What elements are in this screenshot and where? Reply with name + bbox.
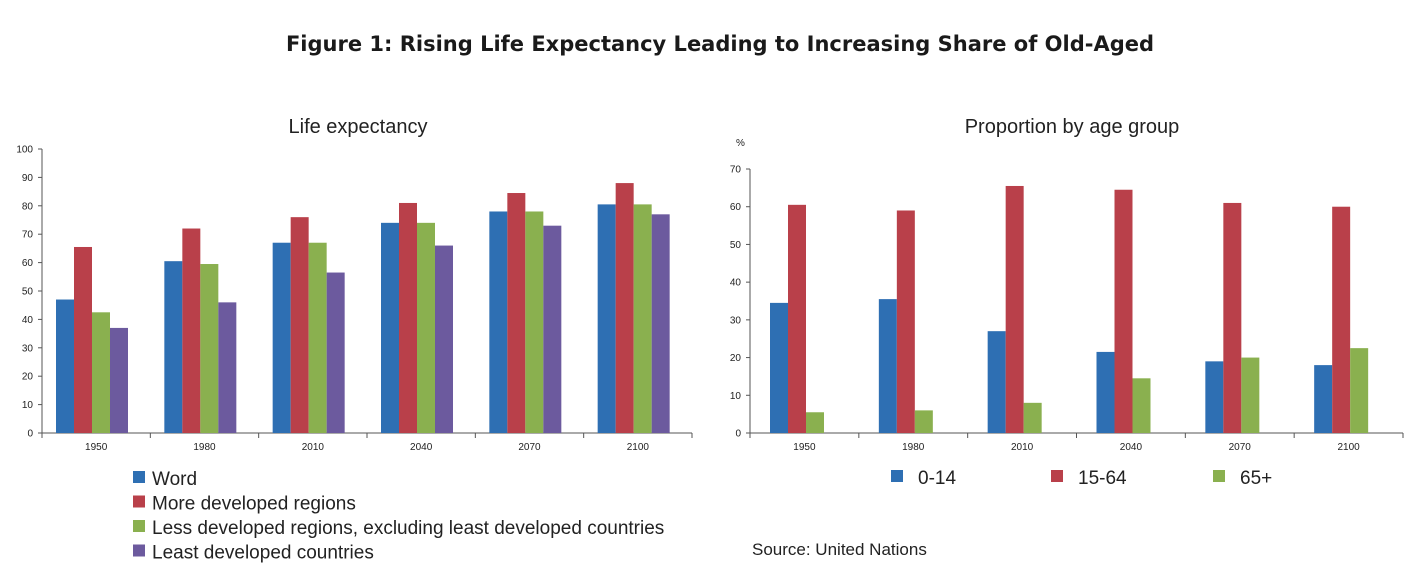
legend-swatch — [891, 470, 903, 482]
x-tick-label: 2010 — [1011, 442, 1034, 453]
legend-label: More developed regions — [152, 494, 356, 515]
bar-word-2100 — [597, 204, 616, 433]
bar-15-64-2070 — [1223, 202, 1242, 433]
y-tick-label: 30 — [22, 343, 34, 354]
bar-15-64-2040 — [1114, 189, 1133, 433]
y-tick-label: 0 — [27, 429, 33, 440]
bar-word-1950 — [56, 299, 74, 433]
bar-word-2040 — [381, 222, 399, 433]
legend-swatch — [133, 520, 145, 532]
legend-label: Least developed countries — [152, 543, 374, 564]
y-tick-label: 70 — [730, 165, 742, 176]
bar-least-developed-countries-1980 — [218, 302, 237, 433]
legend-swatch — [133, 495, 145, 508]
legend-swatch — [1051, 470, 1063, 482]
bar-more-developed-regions-1980 — [182, 228, 201, 433]
y-tick-label: 80 — [22, 201, 34, 212]
bar-more-developed-regions-1950 — [74, 246, 92, 433]
y-tick-label: 60 — [730, 202, 742, 213]
chart-title: Proportion by age group — [965, 116, 1180, 138]
y-tick-label: 90 — [22, 173, 34, 184]
bar-more-developed-regions-2040 — [399, 202, 417, 433]
x-tick-label: 2010 — [302, 442, 325, 453]
x-tick-label: 2070 — [1229, 442, 1252, 453]
y-tick-label: 40 — [730, 278, 742, 289]
bar-more-developed-regions-2100 — [615, 183, 634, 433]
x-tick-label: 1950 — [793, 442, 816, 453]
source-note: Source: United Nations — [752, 540, 927, 559]
legend-label: Word — [152, 469, 197, 490]
bar-0-14-1980 — [878, 299, 897, 433]
y-tick-label: 50 — [22, 287, 34, 298]
bar-15-64-2010 — [1005, 185, 1024, 433]
x-tick-label: 2100 — [627, 442, 650, 453]
bar-less-developed-regions-excluding-least-developed-countries-2010 — [308, 242, 327, 433]
bar-less-developed-regions-excluding-least-developed-countries-2070 — [525, 211, 544, 433]
y-tick-label: 50 — [730, 240, 742, 251]
legend-label: 15-64 — [1078, 468, 1127, 489]
legend-swatch — [133, 471, 145, 483]
bar-least-developed-countries-2010 — [326, 272, 345, 433]
bar-65--1950 — [806, 412, 824, 433]
bar-less-developed-regions-excluding-least-developed-countries-2100 — [633, 204, 652, 433]
bar-least-developed-countries-2100 — [651, 214, 670, 433]
bar-65--2040 — [1132, 378, 1151, 433]
bar-65--1980 — [914, 410, 933, 433]
bar-0-14-2100 — [1314, 365, 1333, 433]
y-tick-label: 100 — [16, 145, 33, 156]
legend-label: Less developed regions, excluding least … — [152, 518, 664, 539]
bar-0-14-2040 — [1096, 351, 1115, 433]
bar-least-developed-countries-2070 — [543, 225, 562, 433]
x-tick-label: 2100 — [1337, 442, 1360, 453]
bar-0-14-1950 — [770, 302, 788, 433]
bar-15-64-1950 — [788, 204, 806, 433]
legend-swatch — [133, 544, 145, 557]
x-tick-label: 2040 — [1120, 442, 1143, 453]
bar-more-developed-regions-2070 — [507, 193, 526, 433]
bar-least-developed-countries-2040 — [435, 245, 453, 433]
y-tick-label: 30 — [730, 315, 742, 326]
bar-word-2010 — [272, 242, 291, 433]
x-tick-label: 2040 — [410, 442, 433, 453]
y-tick-label: 10 — [22, 400, 34, 411]
bar-word-2070 — [489, 211, 508, 433]
y-tick-label: 70 — [22, 230, 34, 241]
bar-65--2070 — [1241, 357, 1260, 433]
y-tick-label: 60 — [22, 258, 34, 269]
bar-least-developed-countries-1950 — [110, 327, 128, 433]
legend-swatch — [1213, 470, 1225, 482]
bar-0-14-2070 — [1205, 361, 1224, 433]
legend-label: 0-14 — [918, 468, 956, 489]
bar-less-developed-regions-excluding-least-developed-countries-2040 — [417, 222, 435, 433]
bar-more-developed-regions-2010 — [290, 217, 309, 433]
y-axis-unit: % — [736, 138, 745, 149]
x-tick-label: 1980 — [902, 442, 925, 453]
bar-65--2010 — [1023, 402, 1042, 433]
y-tick-label: 20 — [730, 353, 742, 364]
bar-word-1980 — [164, 261, 183, 433]
legend-label: 65+ — [1240, 468, 1272, 489]
bar-less-developed-regions-excluding-least-developed-countries-1980 — [200, 264, 219, 433]
bar-less-developed-regions-excluding-least-developed-countries-1950 — [92, 312, 110, 433]
chart-title: Life expectancy — [289, 116, 428, 138]
y-tick-label: 20 — [22, 372, 34, 383]
figure-title: Figure 1: Rising Life Expectancy Leading… — [285, 32, 1155, 56]
bar-65--2100 — [1350, 348, 1369, 433]
bar-15-64-2100 — [1332, 206, 1351, 433]
y-tick-label: 40 — [22, 315, 34, 326]
x-tick-label: 2070 — [518, 442, 541, 453]
y-tick-label: 10 — [730, 391, 742, 402]
x-tick-label: 1950 — [85, 442, 108, 453]
bar-15-64-1980 — [896, 210, 915, 433]
life-expectancy-chart: Life expectancy 0 10 20 30 40 50 60 70 80 90 100 195… — [16, 116, 693, 564]
y-tick-label: 0 — [735, 429, 741, 440]
x-tick-label: 1980 — [193, 442, 216, 453]
bar-0-14-2010 — [987, 331, 1006, 433]
